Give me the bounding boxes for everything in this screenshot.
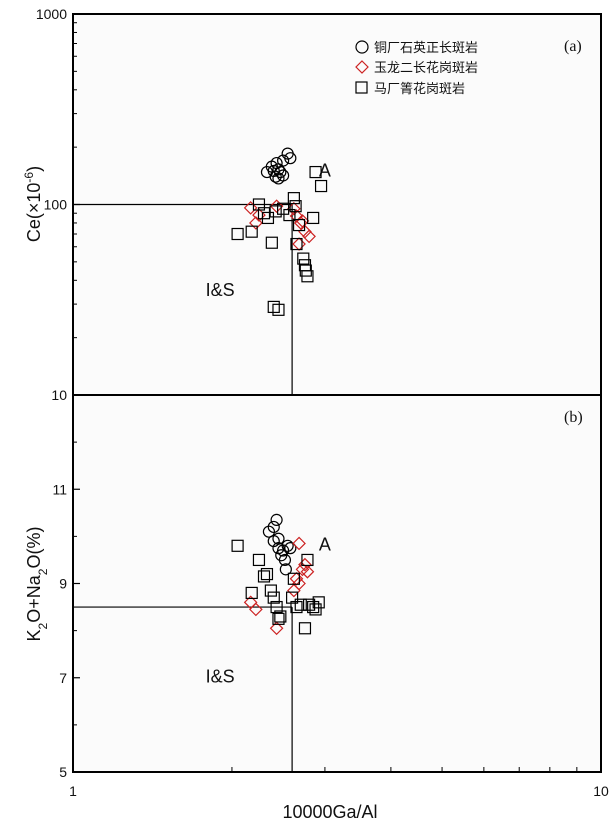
data-point-b-square xyxy=(290,600,303,614)
region-label-b: I&S xyxy=(206,666,235,686)
data-point-b-circle xyxy=(270,513,283,526)
data-point-b-circle xyxy=(267,520,280,534)
y-tick-label-a: 100 xyxy=(44,197,68,213)
data-point-a-circle xyxy=(274,165,287,179)
data-point-a-diamond xyxy=(295,214,310,228)
data-point-a-square xyxy=(289,200,302,213)
data-point-a-square xyxy=(292,218,306,232)
data-point-a-square xyxy=(257,207,271,220)
y-tick-label-a: 10 xyxy=(51,387,67,403)
data-point-a-square xyxy=(301,270,314,283)
y-tick-label-b: 11 xyxy=(52,481,67,497)
data-point-b-square xyxy=(252,553,266,567)
y-axis-title-b: K2O+Na2O(%) xyxy=(24,527,50,642)
data-point-b-square xyxy=(272,612,285,625)
data-point-a-square xyxy=(277,202,290,215)
data-point-b-square xyxy=(301,553,314,567)
legend-circle-marker xyxy=(355,40,369,54)
data-point-a-square xyxy=(297,252,310,265)
y-tick-label-a: 1000 xyxy=(36,6,67,22)
data-point-a-square xyxy=(245,225,258,238)
data-point-b-diamond xyxy=(287,583,301,598)
data-point-b-circle xyxy=(284,542,297,555)
data-point-b-square xyxy=(287,572,300,585)
region-label-b: A xyxy=(319,535,331,555)
y-axis-title-a: Ce(×10-6) xyxy=(22,166,44,242)
data-point-b-circle xyxy=(262,525,276,538)
data-point-b-square xyxy=(312,596,325,609)
data-point-b-square xyxy=(245,586,258,600)
data-point-a-square xyxy=(269,205,282,218)
data-point-a-square xyxy=(265,236,278,249)
data-point-b-diamond xyxy=(292,536,306,551)
data-point-b-square xyxy=(231,539,244,552)
legend-label-series-1: 铜厂石英正长斑岩 xyxy=(374,40,478,55)
data-point-a-square xyxy=(267,300,280,314)
data-point-a-square xyxy=(261,211,275,225)
data-point-a-circle xyxy=(267,164,280,178)
data-point-b-circle xyxy=(281,539,294,552)
data-point-a-square xyxy=(272,303,285,316)
legend-diamond-marker xyxy=(355,60,369,74)
panel-b-frame xyxy=(72,394,602,773)
data-point-a-circle xyxy=(269,170,282,183)
data-point-b-square xyxy=(294,598,307,611)
data-point-b-diamond xyxy=(300,564,315,579)
data-point-a-diamond xyxy=(243,201,258,215)
data-point-b-circle xyxy=(279,563,292,576)
data-point-a-diamond xyxy=(249,216,263,230)
y-tick-label-b: 5 xyxy=(59,764,67,780)
panel-b-label: (b) xyxy=(564,409,583,426)
data-point-a-circle xyxy=(284,152,297,165)
legend-square-marker xyxy=(355,81,368,94)
data-point-b-square xyxy=(257,570,271,583)
data-point-b-square xyxy=(270,600,283,614)
data-point-b-square xyxy=(298,622,312,635)
data-point-a-square xyxy=(287,192,300,205)
data-point-b-circle xyxy=(278,553,292,567)
data-point-b-square xyxy=(302,598,316,611)
y-tick-label-b: 9 xyxy=(59,576,67,592)
panel-a-label: (a) xyxy=(564,38,582,55)
data-point-b-square xyxy=(260,567,274,581)
legend-label-series-2: 玉龙二长花岗斑岩 xyxy=(374,60,478,75)
data-point-a-diamond xyxy=(269,199,284,214)
data-point-b-square xyxy=(274,610,287,623)
data-point-a-square xyxy=(231,227,244,241)
data-point-a-square xyxy=(309,165,322,179)
data-point-b-diamond xyxy=(249,602,263,617)
region-label-a: A xyxy=(319,161,331,181)
data-point-a-square xyxy=(290,237,303,251)
legend-label-series-3: 马厂箐花岗斑岩 xyxy=(374,81,465,96)
y-tick-label-b: 7 xyxy=(59,670,67,686)
x-tick-label: 1 xyxy=(69,783,77,799)
x-axis-title: 10000Ga/Al xyxy=(282,802,377,822)
region-label-a: I&S xyxy=(206,280,235,300)
data-point-a-square xyxy=(314,179,328,193)
data-point-b-square xyxy=(309,603,322,616)
data-point-b-square xyxy=(286,591,299,604)
data-point-b-diamond xyxy=(298,557,312,572)
panel-a-plot-area: 10 100 1000 A I&S xyxy=(36,6,331,403)
data-point-b-circle xyxy=(267,534,280,548)
data-point-a-square xyxy=(307,211,320,225)
data-point-b-diamond xyxy=(269,621,284,636)
data-point-a-diamond xyxy=(302,229,316,244)
x-tick-label: 10 xyxy=(593,783,609,799)
data-point-b-square xyxy=(267,591,280,604)
data-point-b-square xyxy=(264,584,277,597)
data-point-a-circle xyxy=(277,154,290,167)
data-point-a-square xyxy=(283,208,296,222)
legend: 铜厂石英正长斑岩 玉龙二长花岗斑岩 马厂箐花岗斑岩 xyxy=(355,40,478,96)
